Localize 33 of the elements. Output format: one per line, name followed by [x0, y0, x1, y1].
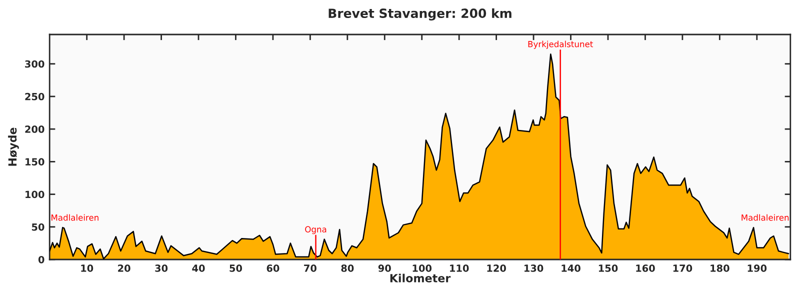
y-tick-label: 300: [25, 60, 44, 68]
x-tick-label: 20: [118, 264, 130, 272]
x-tick-label: 150: [598, 264, 618, 272]
x-tick-label: 190: [748, 264, 767, 272]
chart-title: Brevet Stavanger: 200 km: [328, 8, 512, 21]
x-tick-label: 130: [524, 264, 544, 272]
x-tick-label: 30: [155, 264, 168, 272]
x-tick-label: 140: [562, 264, 580, 272]
ref-line-label: Byrkjedalstunet: [528, 40, 593, 49]
y-tick-label: 100: [26, 190, 44, 198]
x-tick-label: 60: [266, 264, 280, 272]
x-axis-title: Kilometer: [390, 274, 451, 282]
ref-line-label: Ogna: [305, 226, 326, 234]
y-tick-label: 150: [26, 158, 44, 166]
x-tick-label: 50: [230, 264, 242, 272]
y-axis-title: Høyde: [8, 128, 19, 166]
x-tick-label: 90: [378, 264, 391, 272]
x-tick-label: 40: [192, 264, 205, 272]
x-tick-label: 120: [487, 264, 506, 272]
x-tick-label: 110: [450, 264, 469, 272]
x-tick-label: 100: [412, 264, 432, 272]
x-tick-label: 160: [636, 264, 655, 272]
y-tick-label: 0: [38, 256, 44, 264]
y-tick-label: 250: [25, 92, 44, 100]
x-tick-label: 70: [304, 264, 316, 272]
annotation: Madlaleiren: [52, 214, 98, 221]
x-tick-label: 80: [341, 264, 354, 272]
y-tick-label: 50: [32, 223, 44, 231]
y-tick-label: 200: [25, 126, 44, 133]
x-tick-label: 10: [81, 264, 94, 272]
x-tick-label: 170: [673, 264, 692, 272]
annotation: Madlaleiren: [742, 214, 789, 221]
x-tick-label: 180: [710, 264, 730, 272]
